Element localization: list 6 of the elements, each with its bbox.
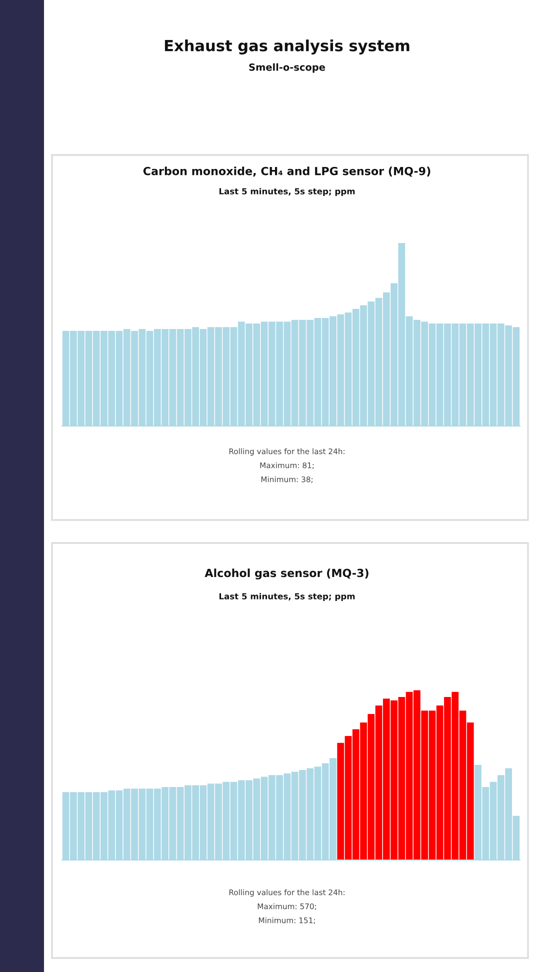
text: Exhaust gas analysis system — [164, 40, 410, 54]
text: Smell-o-scope — [249, 63, 325, 73]
chart-title: Carbon monoxide, CH₄ and LPG sensor (MQ-9) — [143, 166, 430, 177]
chart-subtitle: Last 5 minutes, 5s step; ppm — [219, 188, 355, 196]
chart-subtitle: Last 5 minutes, 5s step; ppm — [219, 592, 355, 602]
chart-title: Alcohol gas sensor (MQ-3) — [204, 568, 368, 580]
